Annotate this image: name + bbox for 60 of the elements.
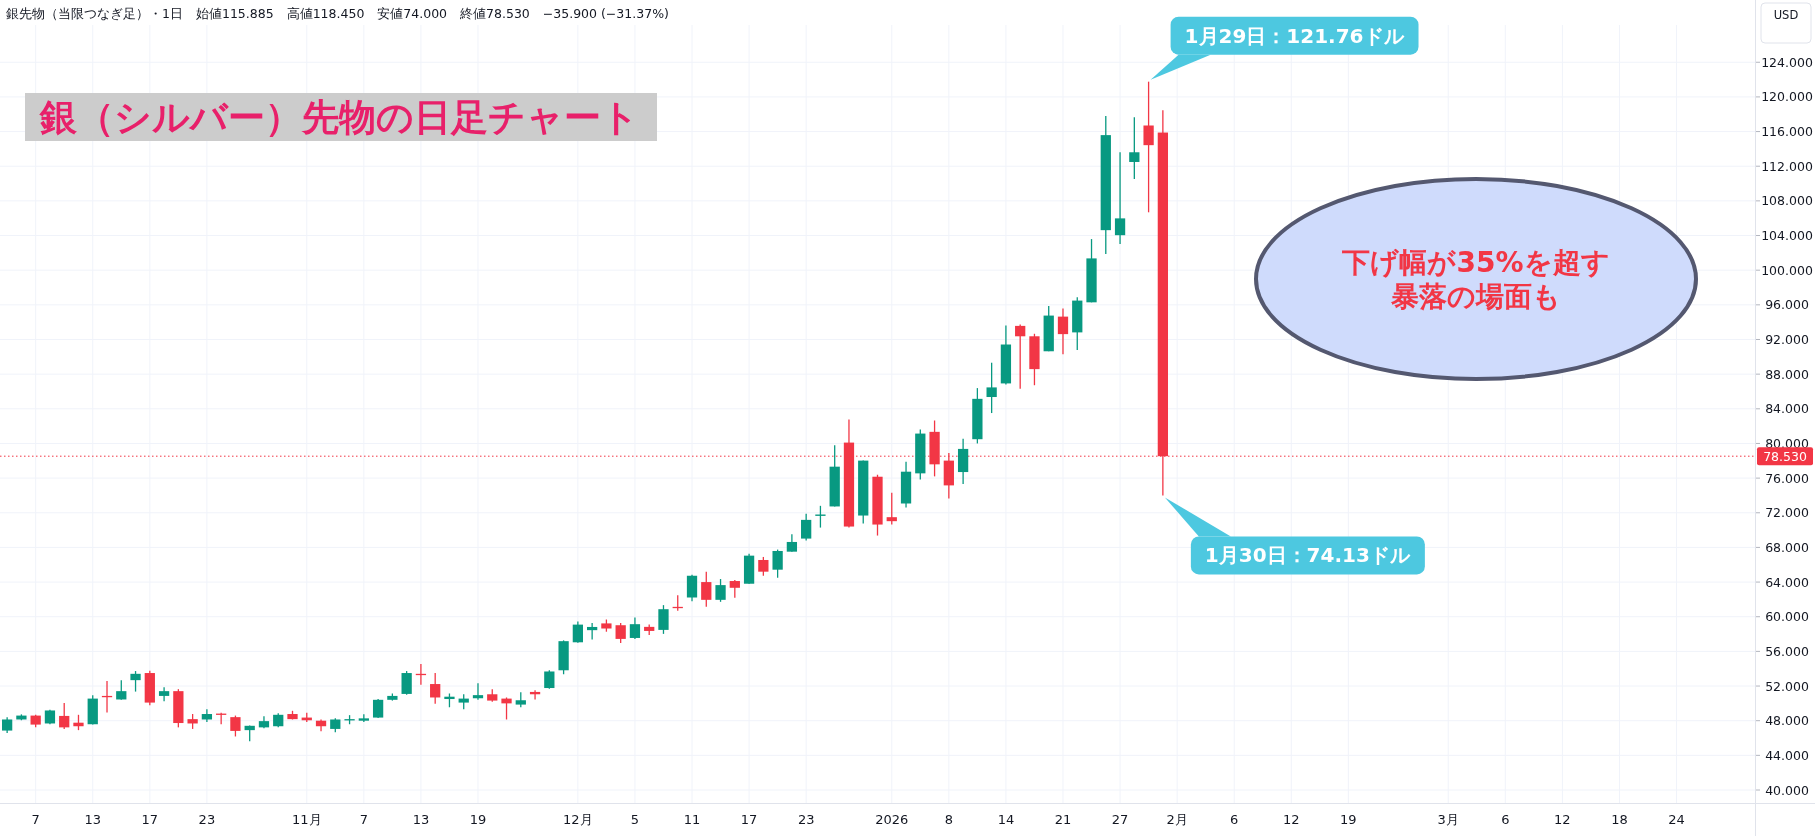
y-axis-title: USD xyxy=(1773,8,1799,22)
y-tick-label: 64.000 xyxy=(1765,574,1809,590)
x-tick-label: 13 xyxy=(84,812,102,827)
x-tick-label: 2026 xyxy=(875,812,909,827)
x-tick-label: 19 xyxy=(469,812,487,827)
y-tick-label: 124.000 xyxy=(1761,54,1813,70)
x-tick-label: 11 xyxy=(683,812,701,827)
title: 銀（シルバー）先物の日足チャート xyxy=(25,93,657,141)
annotation: 1月30日：74.13ドル xyxy=(1204,543,1411,568)
y-tick-label: 84.000 xyxy=(1765,401,1809,417)
y-tick-label: 60.000 xyxy=(1765,609,1809,625)
x-tick-label: 23 xyxy=(797,812,815,827)
x-tick-label: 23 xyxy=(198,812,216,827)
x-tick-label: 12 xyxy=(1283,812,1300,827)
y-tick-label: 56.000 xyxy=(1765,643,1809,659)
y-tick-label: 40.000 xyxy=(1765,782,1809,798)
x-tick-label: 17 xyxy=(740,812,758,827)
x-tick-label: 8 xyxy=(944,812,953,827)
y-tick-label: 96.000 xyxy=(1765,297,1809,313)
y-tick-label: 72.000 xyxy=(1765,505,1809,521)
x-tick-label: 3月 xyxy=(1437,812,1459,827)
y-tick-label: 44.000 xyxy=(1765,747,1809,763)
annotation: 暴落の場面も xyxy=(1390,280,1561,313)
x-tick-label: 2月 xyxy=(1166,812,1188,827)
y-tick-label: 52.000 xyxy=(1765,678,1809,694)
x-tick-label: 27 xyxy=(1111,812,1129,827)
callout: 1月30日：74.13ドル xyxy=(1164,497,1425,575)
y-tick-label: 108.000 xyxy=(1761,193,1813,209)
x-tick-label: 21 xyxy=(1054,812,1072,827)
annotation: 1月29日：121.76ドル xyxy=(1184,23,1405,48)
callout: 1月29日：121.76ドル xyxy=(1150,16,1419,80)
y-tick-label: 104.000 xyxy=(1761,228,1813,244)
y-tick-label: 68.000 xyxy=(1765,539,1809,555)
y-tick-label: 92.000 xyxy=(1765,331,1809,347)
y-tick-label: 88.000 xyxy=(1765,366,1809,382)
ref-line-label: 78.530 xyxy=(1763,448,1807,464)
x-tick-label: 24 xyxy=(1668,812,1685,827)
x-tick-label: 7 xyxy=(31,812,40,827)
y-tick-label: 116.000 xyxy=(1761,124,1813,140)
x-tick-label: 14 xyxy=(997,812,1015,827)
y-tick-label: 112.000 xyxy=(1761,158,1813,174)
x-tick-label: 12月 xyxy=(563,812,593,827)
y-tick-label: 80.000 xyxy=(1765,435,1809,451)
x-tick-label: 18 xyxy=(1611,812,1628,827)
x-tick-label: 17 xyxy=(141,812,159,827)
y-tick-label: 100.000 xyxy=(1761,262,1813,278)
x-tick-label: 19 xyxy=(1340,812,1357,827)
x-tick-label: 7 xyxy=(359,812,368,827)
x-tick-label: 6 xyxy=(1501,812,1510,827)
y-tick-label: 76.000 xyxy=(1765,470,1809,486)
annotation: 下げ幅が35%を超す xyxy=(1341,246,1610,279)
y-tick-label: 48.000 xyxy=(1765,713,1809,729)
x-tick-label: 12 xyxy=(1554,812,1571,827)
x-tick-label: 5 xyxy=(630,812,640,827)
x-tick-label: 11月 xyxy=(291,812,322,827)
y-tick-label: 120.000 xyxy=(1761,89,1813,105)
x-tick-label: 13 xyxy=(412,812,430,827)
chart-subtitle: 銀先物（当限つなぎ足）・1日 始値115.885 高値118.450 安値74.000 終値78.530 −35.900 (−31.37%) xyxy=(6,6,669,21)
x-tick-label: 6 xyxy=(1230,812,1239,827)
ellipse-note: 下げ幅が35%を超す 暴落の場面も xyxy=(1254,177,1698,381)
